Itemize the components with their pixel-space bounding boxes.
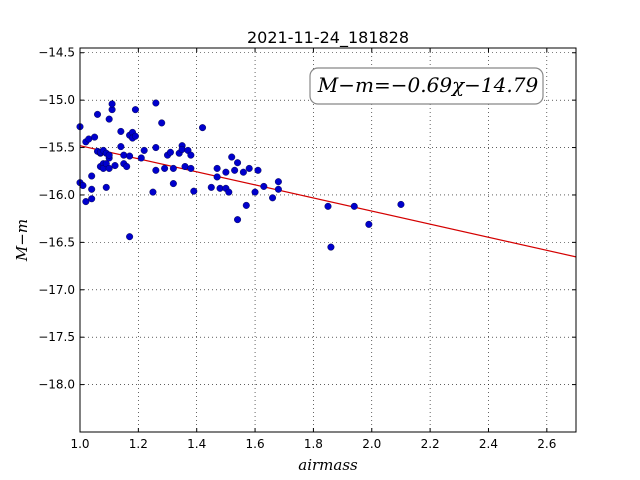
fit-line: [79, 145, 577, 258]
data-point: [88, 185, 96, 193]
x-axis-label: airmass: [298, 456, 358, 474]
data-point: [117, 127, 125, 135]
x-tick-label: 1.8: [304, 437, 323, 451]
data-point: [228, 153, 236, 161]
y-tick-label: −14.5: [38, 46, 75, 60]
data-point: [269, 194, 277, 202]
data-point: [111, 162, 119, 170]
data-point: [222, 168, 230, 176]
data-point: [140, 146, 148, 154]
data-point: [274, 185, 282, 193]
y-tick-label: −15.5: [38, 141, 75, 155]
data-point: [234, 216, 242, 224]
data-point: [397, 200, 405, 208]
data-point: [324, 202, 332, 210]
y-tick-label: −17.5: [38, 330, 75, 344]
y-tick-label: −15.0: [38, 93, 75, 107]
equation-text: M−m=−0.69χ−14.79: [317, 73, 539, 97]
data-point: [231, 166, 239, 174]
data-point: [187, 151, 195, 159]
y-tick-label: −16.5: [38, 235, 75, 249]
data-point: [239, 168, 247, 176]
y-tick-label: −17.0: [38, 283, 75, 297]
data-point: [108, 100, 116, 108]
equation-box: M−m=−0.69χ−14.79: [309, 67, 544, 105]
data-point: [169, 180, 177, 188]
data-point: [126, 152, 134, 160]
data-point: [216, 184, 224, 192]
data-point: [234, 159, 242, 167]
data-point: [274, 178, 282, 186]
y-tick-label: −18.0: [38, 378, 75, 392]
data-points: [76, 99, 405, 251]
data-point: [350, 202, 358, 210]
y-axis-label: M−m: [13, 219, 31, 262]
data-point: [123, 163, 131, 171]
data-point: [181, 163, 189, 171]
data-point: [82, 198, 90, 206]
data-point: [254, 166, 262, 174]
data-point: [126, 233, 134, 241]
data-point: [187, 164, 195, 172]
data-point: [79, 181, 87, 189]
x-tick-label: 1.4: [187, 437, 206, 451]
data-point: [85, 135, 93, 143]
x-tick-label: 2.4: [479, 437, 498, 451]
chart-title: 2021-11-24_181828: [247, 28, 409, 48]
data-point: [105, 151, 113, 159]
data-point: [105, 164, 113, 172]
data-point: [137, 154, 145, 162]
x-tick-label: 2.6: [537, 437, 556, 451]
x-tick-label: 1.2: [129, 437, 148, 451]
data-point: [225, 188, 233, 196]
data-point: [207, 183, 215, 191]
data-point: [251, 188, 259, 196]
data-point: [169, 164, 177, 172]
data-point: [190, 187, 198, 195]
data-point: [199, 124, 207, 132]
data-point: [105, 115, 113, 123]
x-tick-label: 2.0: [362, 437, 381, 451]
data-point: [152, 144, 160, 152]
data-point: [120, 151, 128, 159]
data-point: [242, 201, 250, 209]
data-point: [152, 166, 160, 174]
data-point: [213, 164, 221, 172]
x-tick-label: 2.2: [421, 437, 440, 451]
data-point: [245, 164, 253, 172]
data-point: [88, 172, 96, 180]
y-tick-label: −16.0: [38, 188, 75, 202]
data-point: [327, 243, 335, 251]
data-point: [213, 173, 221, 181]
data-point: [131, 132, 139, 140]
data-point: [102, 183, 110, 191]
data-point: [88, 195, 96, 203]
data-point: [91, 133, 99, 141]
data-point: [166, 148, 174, 156]
data-point: [260, 182, 268, 190]
data-point: [149, 188, 157, 196]
data-point: [152, 99, 160, 107]
data-point: [365, 220, 373, 228]
data-point: [117, 143, 125, 151]
plot-frame: [79, 47, 577, 433]
data-point: [131, 106, 139, 114]
data-point: [94, 110, 102, 118]
data-point: [161, 164, 169, 172]
data-point: [178, 145, 186, 153]
axis-ticks: 1.0 1.2 1.4 1.6 1.8 2.0 2.2 2.4 2.6 −14.5 −15.0 −15…: [38, 46, 576, 451]
x-tick-label: 1.6: [246, 437, 265, 451]
x-tick-label: 1.0: [70, 437, 89, 451]
data-point: [158, 119, 166, 127]
